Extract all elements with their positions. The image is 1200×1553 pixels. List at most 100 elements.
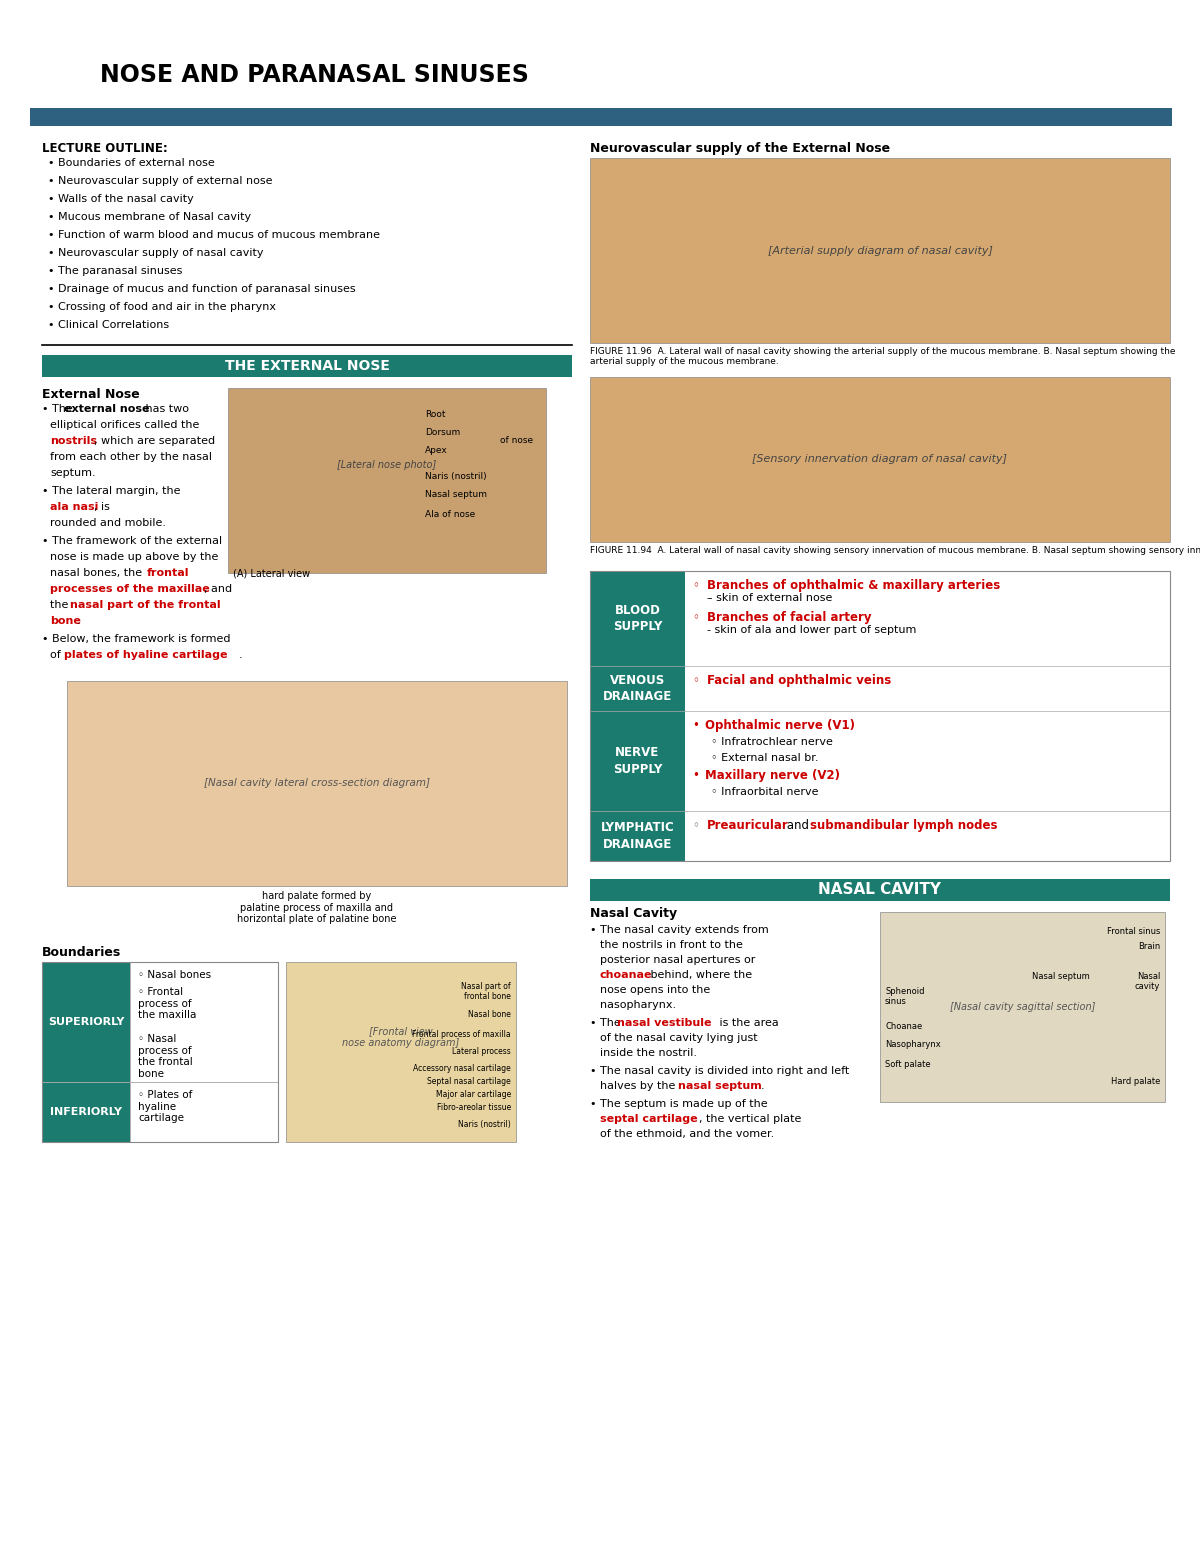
Text: NERVE
SUPPLY: NERVE SUPPLY [613,745,662,776]
Text: FIGURE 11.94  A. Lateral wall of nasal cavity showing sensory innervation of muc: FIGURE 11.94 A. Lateral wall of nasal ca… [590,547,1200,554]
Text: Branches of ophthalmic & maxillary arteries: Branches of ophthalmic & maxillary arter… [707,579,1001,592]
Text: septum.: septum. [50,467,96,478]
Text: nose is made up above by the: nose is made up above by the [50,551,218,562]
Text: • The: • The [590,1019,624,1028]
Bar [42,1082,130,1141]
Text: the nostrils in front to the: the nostrils in front to the [600,940,743,950]
Text: of the ethmoid, and the vomer.: of the ethmoid, and the vomer. [600,1129,774,1138]
Text: • Clinical Correlations: • Clinical Correlations [48,320,169,329]
Text: [Arterial supply diagram of nasal cavity]: [Arterial supply diagram of nasal cavity… [768,245,992,256]
Bar [590,572,1170,860]
Text: Accessory nasal cartilage: Accessory nasal cartilage [413,1064,511,1073]
Text: • Below, the framework is formed: • Below, the framework is formed [42,634,230,644]
Text: ◦: ◦ [694,579,703,592]
Bar [42,356,572,377]
Text: .: . [239,651,242,660]
Text: nose opens into the: nose opens into the [600,985,710,995]
Bar [42,961,130,1082]
Text: behind, where the: behind, where the [647,971,752,980]
Text: • Mucous membrane of Nasal cavity: • Mucous membrane of Nasal cavity [48,213,251,222]
Text: submandibular lymph nodes: submandibular lymph nodes [810,818,997,832]
Text: ◦ Infraorbital nerve: ◦ Infraorbital nerve [710,787,818,797]
Text: • The nasal cavity extends from: • The nasal cavity extends from [590,926,769,935]
Text: NOSE AND PARANASAL SINUSES: NOSE AND PARANASAL SINUSES [100,64,529,87]
Text: choanae: choanae [600,971,653,980]
Text: Fibro-areolar tissue: Fibro-areolar tissue [437,1103,511,1112]
Text: Hard palate: Hard palate [1111,1076,1160,1086]
Text: External Nose: External Nose [42,388,139,401]
Bar [42,961,130,1082]
Text: external nose: external nose [64,404,150,415]
Text: Brain: Brain [1138,943,1160,950]
Text: (A) Lateral view: (A) Lateral view [233,568,310,578]
Text: of the nasal cavity lying just: of the nasal cavity lying just [600,1033,757,1044]
Text: Lateral process: Lateral process [452,1047,511,1056]
Text: •: • [694,719,703,731]
Text: •: • [694,769,703,783]
Text: ◦ Infratrochlear nerve: ◦ Infratrochlear nerve [710,738,833,747]
Text: nostrils: nostrils [50,436,97,446]
Bar [685,811,1170,860]
Text: hard palate formed by
palatine process of maxilla and
horizontal plate of palati: hard palate formed by palatine process o… [238,891,397,924]
Text: Naris (nostril): Naris (nostril) [425,472,487,481]
Text: nasal bones, the: nasal bones, the [50,568,145,578]
Text: Sphenoid
sinus: Sphenoid sinus [886,988,924,1006]
Text: • Crossing of food and air in the pharynx: • Crossing of food and air in the pharyn… [48,301,276,312]
Text: Nasal Cavity: Nasal Cavity [590,907,677,919]
Bar [228,388,546,573]
Bar [880,912,1165,1103]
Bar [685,711,1170,811]
Bar [130,1082,278,1141]
Text: • Neurovascular supply of external nose: • Neurovascular supply of external nose [48,175,272,186]
Text: nasopharynx.: nasopharynx. [600,1000,676,1009]
Text: plates of hyaline cartilage: plates of hyaline cartilage [64,651,228,660]
Text: halves by the: halves by the [600,1081,679,1092]
Bar [42,961,278,1141]
Text: ◦: ◦ [694,674,703,686]
Text: Frontal sinus: Frontal sinus [1106,927,1160,936]
Text: Root: Root [425,410,445,419]
Text: ◦: ◦ [694,610,703,624]
Text: ◦ Nasal
process of
the frontal
bone: ◦ Nasal process of the frontal bone [138,1034,193,1079]
Text: VENOUS
DRAINAGE: VENOUS DRAINAGE [602,674,672,704]
Text: Nasal bone: Nasal bone [468,1009,511,1019]
Text: , the vertical plate: , the vertical plate [698,1114,802,1124]
Text: Nasal
cavity: Nasal cavity [1135,972,1160,991]
Text: ◦ Plates of
hyaline
cartilage: ◦ Plates of hyaline cartilage [138,1090,192,1123]
Bar [590,666,685,711]
Text: Facial and ophthalmic veins: Facial and ophthalmic veins [707,674,892,686]
Text: • Function of warm blood and mucus of mucous membrane: • Function of warm blood and mucus of mu… [48,230,380,241]
Text: NASAL CAVITY: NASAL CAVITY [818,882,942,898]
Text: BLOOD
SUPPLY: BLOOD SUPPLY [613,604,662,634]
Text: • Drainage of mucus and function of paranasal sinuses: • Drainage of mucus and function of para… [48,284,355,294]
Text: elliptical orifices called the: elliptical orifices called the [50,419,199,430]
Text: • Walls of the nasal cavity: • Walls of the nasal cavity [48,194,193,203]
Bar [130,1082,278,1141]
Text: • The septum is made up of the: • The septum is made up of the [590,1100,772,1109]
Text: FIGURE 11.96  A. Lateral wall of nasal cavity showing the arterial supply of the: FIGURE 11.96 A. Lateral wall of nasal ca… [590,346,1176,367]
Text: • The paranasal sinuses: • The paranasal sinuses [48,266,182,276]
Text: nasal part of the frontal: nasal part of the frontal [70,599,221,610]
Text: – skin of external nose: – skin of external nose [707,593,833,603]
Text: and: and [782,818,812,832]
Bar [685,666,1170,711]
Text: • The nasal cavity is divided into right and left: • The nasal cavity is divided into right… [590,1065,850,1076]
Bar [590,377,1170,542]
Text: LECTURE OUTLINE:: LECTURE OUTLINE: [42,141,168,155]
Text: ◦ Frontal
process of
the maxilla: ◦ Frontal process of the maxilla [138,988,197,1020]
Text: inside the nostril.: inside the nostril. [600,1048,697,1058]
Text: ◦: ◦ [694,818,703,832]
Text: [Nasal cavity sagittal section]: [Nasal cavity sagittal section] [950,1002,1096,1013]
Bar [130,961,278,1082]
Bar [590,811,685,860]
Bar [67,682,568,887]
Bar [130,961,278,1082]
Bar [30,109,1172,126]
Text: Boundaries: Boundaries [42,946,121,960]
Text: • The framework of the external: • The framework of the external [42,536,222,547]
Text: • Neurovascular supply of nasal cavity: • Neurovascular supply of nasal cavity [48,248,264,258]
Bar [286,961,516,1141]
Text: ◦ External nasal br.: ◦ External nasal br. [710,753,818,763]
Text: Dorsum: Dorsum [425,429,461,436]
Text: is the area: is the area [716,1019,779,1028]
